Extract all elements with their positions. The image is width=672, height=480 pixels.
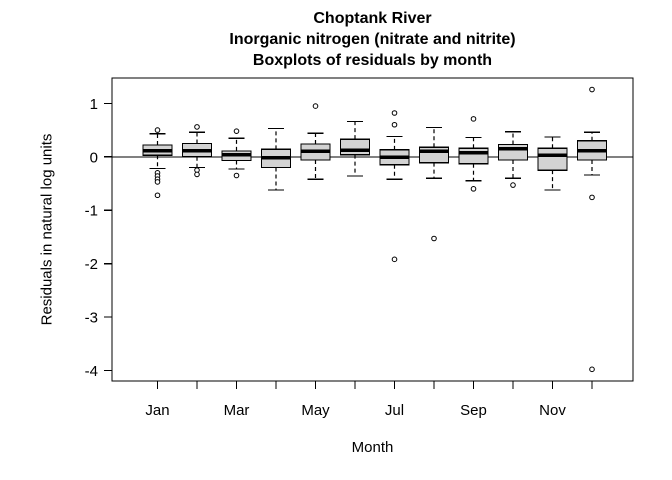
iqr-box (497, 143, 529, 161)
plot-border (111, 77, 634, 382)
boxplot-mar (221, 128, 252, 179)
outlier-point (470, 116, 477, 122)
outlier-point (589, 194, 595, 201)
iqr-box (418, 146, 450, 164)
boxplot-jan (142, 127, 173, 199)
chart-title-line-3: Boxplots of residuals by month (252, 52, 493, 69)
chart-title-block: Choptank River Inorganic nitrogen (nitra… (112, 8, 633, 71)
outlier-point (391, 121, 398, 128)
boxplot-sep (458, 116, 489, 192)
outlier-point (233, 128, 240, 134)
iqr-box (339, 138, 371, 156)
x-axis-title: Month (351, 439, 394, 456)
boxplot-apr (260, 127, 292, 191)
outlier-point (470, 186, 477, 192)
outlier-point (194, 124, 200, 130)
outlier-point (154, 192, 161, 199)
outlier-point (589, 86, 595, 93)
chart-title-line-2: Inorganic nitrogen (nitrate and nitrite) (229, 31, 516, 48)
x-axis-tick-label: Jan (145, 402, 169, 419)
outlier-point (510, 182, 516, 188)
outlier-point (154, 179, 161, 185)
y-axis-tick-label: 0 (90, 149, 98, 166)
y-axis-tick-label: -1 (85, 203, 98, 220)
y-axis-tick-label: -4 (85, 363, 98, 380)
boxplot-nov (537, 136, 568, 191)
outlier-point (312, 103, 319, 109)
boxplot-oct (497, 131, 529, 188)
y-axis-tick-label: 1 (90, 96, 98, 113)
boxplot-may (300, 103, 331, 180)
chart-title-line-1: Choptank River (313, 10, 432, 27)
boxplot-feb (181, 124, 213, 178)
x-axis-tick-label: May (301, 402, 330, 419)
y-axis-tick-label: -3 (85, 310, 98, 327)
boxplot-aug (418, 126, 450, 242)
y-axis-tick-label: -2 (85, 256, 98, 273)
outlier-point (431, 235, 437, 242)
outlier-point (194, 171, 200, 178)
iqr-box (458, 147, 489, 165)
boxplot-dec (576, 86, 608, 373)
iqr-box (537, 147, 568, 171)
x-axis-tick-label: Mar (224, 402, 250, 419)
outlier-point (391, 256, 398, 263)
boxplot-jul (379, 110, 410, 263)
x-axis-tick-label: Nov (539, 402, 566, 419)
boxplot-jun (339, 120, 371, 177)
outlier-point (589, 366, 595, 373)
outlier-point (233, 172, 240, 179)
outlier-point (391, 110, 398, 116)
x-axis-tick-label: Sep (460, 402, 487, 419)
x-axis-tick-label: Jul (385, 402, 404, 419)
outlier-point (154, 127, 161, 133)
